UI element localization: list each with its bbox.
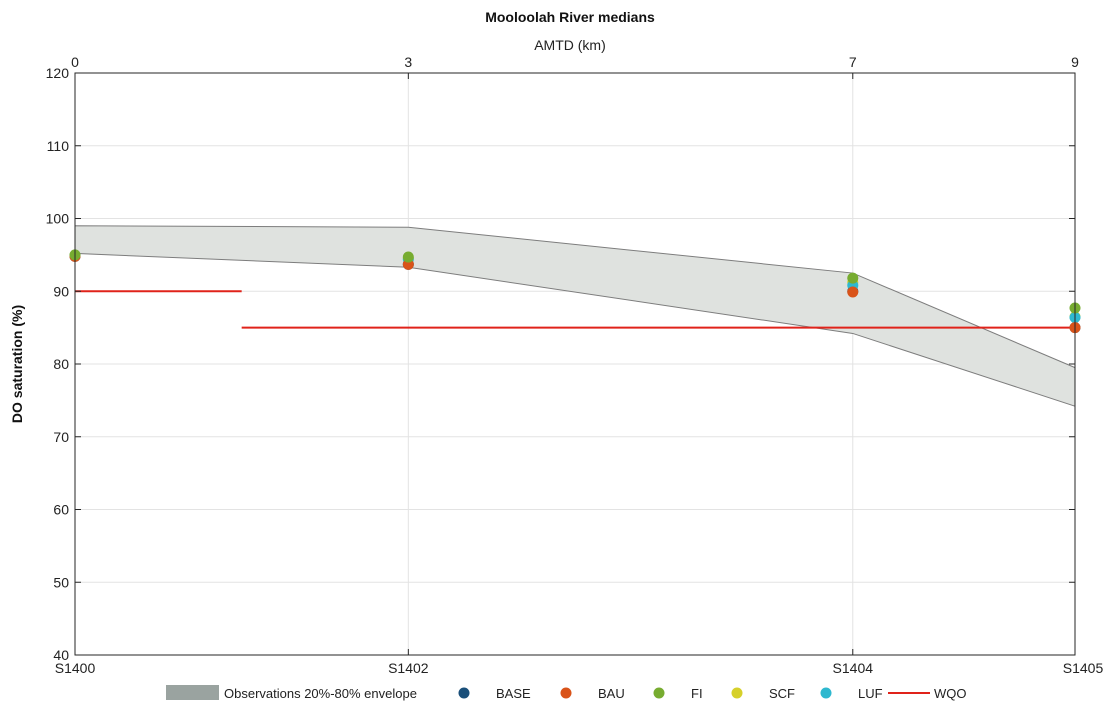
legend-marker-bau <box>560 687 572 699</box>
legend-marker-luf <box>820 687 832 699</box>
y-tick-label: 120 <box>46 65 70 81</box>
chart-title: Mooloolah River medians <box>485 9 655 25</box>
y-tick-label: 80 <box>53 356 69 372</box>
top-tick-label: 9 <box>1071 54 1079 70</box>
legend-envelope-label: Observations 20%-80% envelope <box>224 686 417 701</box>
legend-label-wqo: WQO <box>934 686 967 701</box>
grid-layer <box>75 73 1075 655</box>
top-axis-label: AMTD (km) <box>534 37 606 53</box>
point-fi <box>847 272 859 284</box>
point-fi <box>402 251 414 263</box>
y-tick-label: 40 <box>53 647 69 663</box>
y-tick-label: 110 <box>47 138 70 154</box>
legend-label-base: BASE <box>496 686 531 701</box>
top-tick-label: 0 <box>71 54 79 70</box>
point-bau <box>847 286 859 298</box>
wqo-layer <box>75 290 1075 329</box>
y-tick-label: 50 <box>53 574 69 590</box>
legend-marker-scf <box>731 687 743 699</box>
bottom-tick-label: S1402 <box>388 660 429 676</box>
bottom-tick-label: S1400 <box>55 660 96 676</box>
legend: Observations 20%-80% envelope BASE BAU FI SC… <box>166 685 967 701</box>
legend-label-scf: SCF <box>769 686 795 701</box>
bottom-tick-label: S1405 <box>1063 660 1104 676</box>
legend-marker-base <box>458 687 470 699</box>
legend-label-bau: BAU <box>598 686 625 701</box>
y-tick-label: 70 <box>53 429 69 445</box>
top-tick-label: 3 <box>404 54 412 70</box>
bottom-tick-label: S1404 <box>833 660 874 676</box>
y-tick-label: 60 <box>53 502 69 518</box>
y-axis-label: DO saturation (%) <box>9 305 25 423</box>
legend-label-luf: LUF <box>858 686 883 701</box>
legend-label-fi: FI <box>691 686 703 701</box>
y-tick-label: 90 <box>53 283 69 299</box>
legend-marker-fi <box>653 687 665 699</box>
envelope-area <box>74 225 1076 407</box>
legend-envelope-swatch <box>166 685 219 700</box>
top-tick-label: 7 <box>849 54 857 70</box>
envelope-layer <box>74 225 1076 407</box>
y-tick-label: 100 <box>46 211 70 227</box>
